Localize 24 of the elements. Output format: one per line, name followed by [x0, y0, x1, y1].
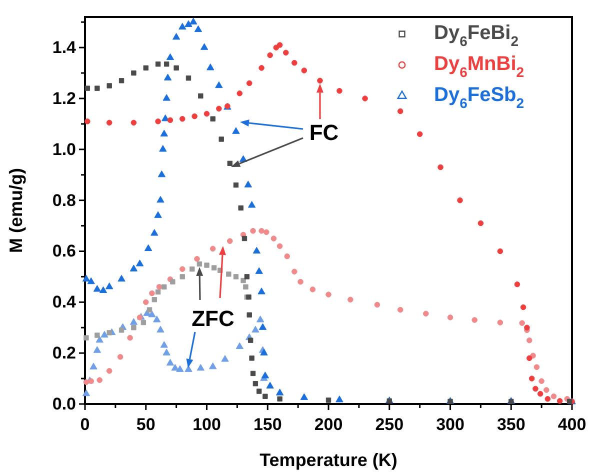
x-tick-label: 300: [436, 415, 464, 434]
legend-label: Dy$_{6}$FeBi$_{2}$: [434, 22, 519, 49]
x-tick-label: 200: [314, 415, 343, 434]
x-axis-title: Temperature (K): [260, 450, 398, 470]
y-tick-label: 0.4: [52, 292, 77, 312]
y-tick-label: 0.8: [52, 190, 76, 210]
legend-label: Dy$_{6}$FeSb$_{2}$: [434, 84, 524, 111]
x-tick-label: 350: [496, 415, 526, 434]
x-tick-label: 100: [192, 415, 221, 434]
y-tick-label: 1.4: [52, 38, 77, 57]
y-axis-title: M (emu/g): [6, 168, 26, 253]
y-tick-label: 0.6: [52, 242, 76, 261]
annotation: ZFC: [192, 306, 234, 331]
annotation: FC: [309, 120, 339, 145]
y-tick-label: 1.0: [52, 140, 76, 159]
x-tick-label: 0: [80, 415, 90, 434]
x-tick-label: 50: [136, 415, 156, 434]
x-tick-label: 400: [558, 415, 586, 434]
y-tick-label: 1.2: [52, 88, 76, 108]
legend-label: Dy$_{6}$MnBi$_{2}$: [434, 53, 524, 80]
x-tick-label: 250: [375, 415, 404, 434]
x-tick-label: 150: [253, 415, 282, 434]
y-tick-label: 0.2: [52, 344, 76, 363]
y-tick-label: 0.0: [52, 394, 76, 414]
